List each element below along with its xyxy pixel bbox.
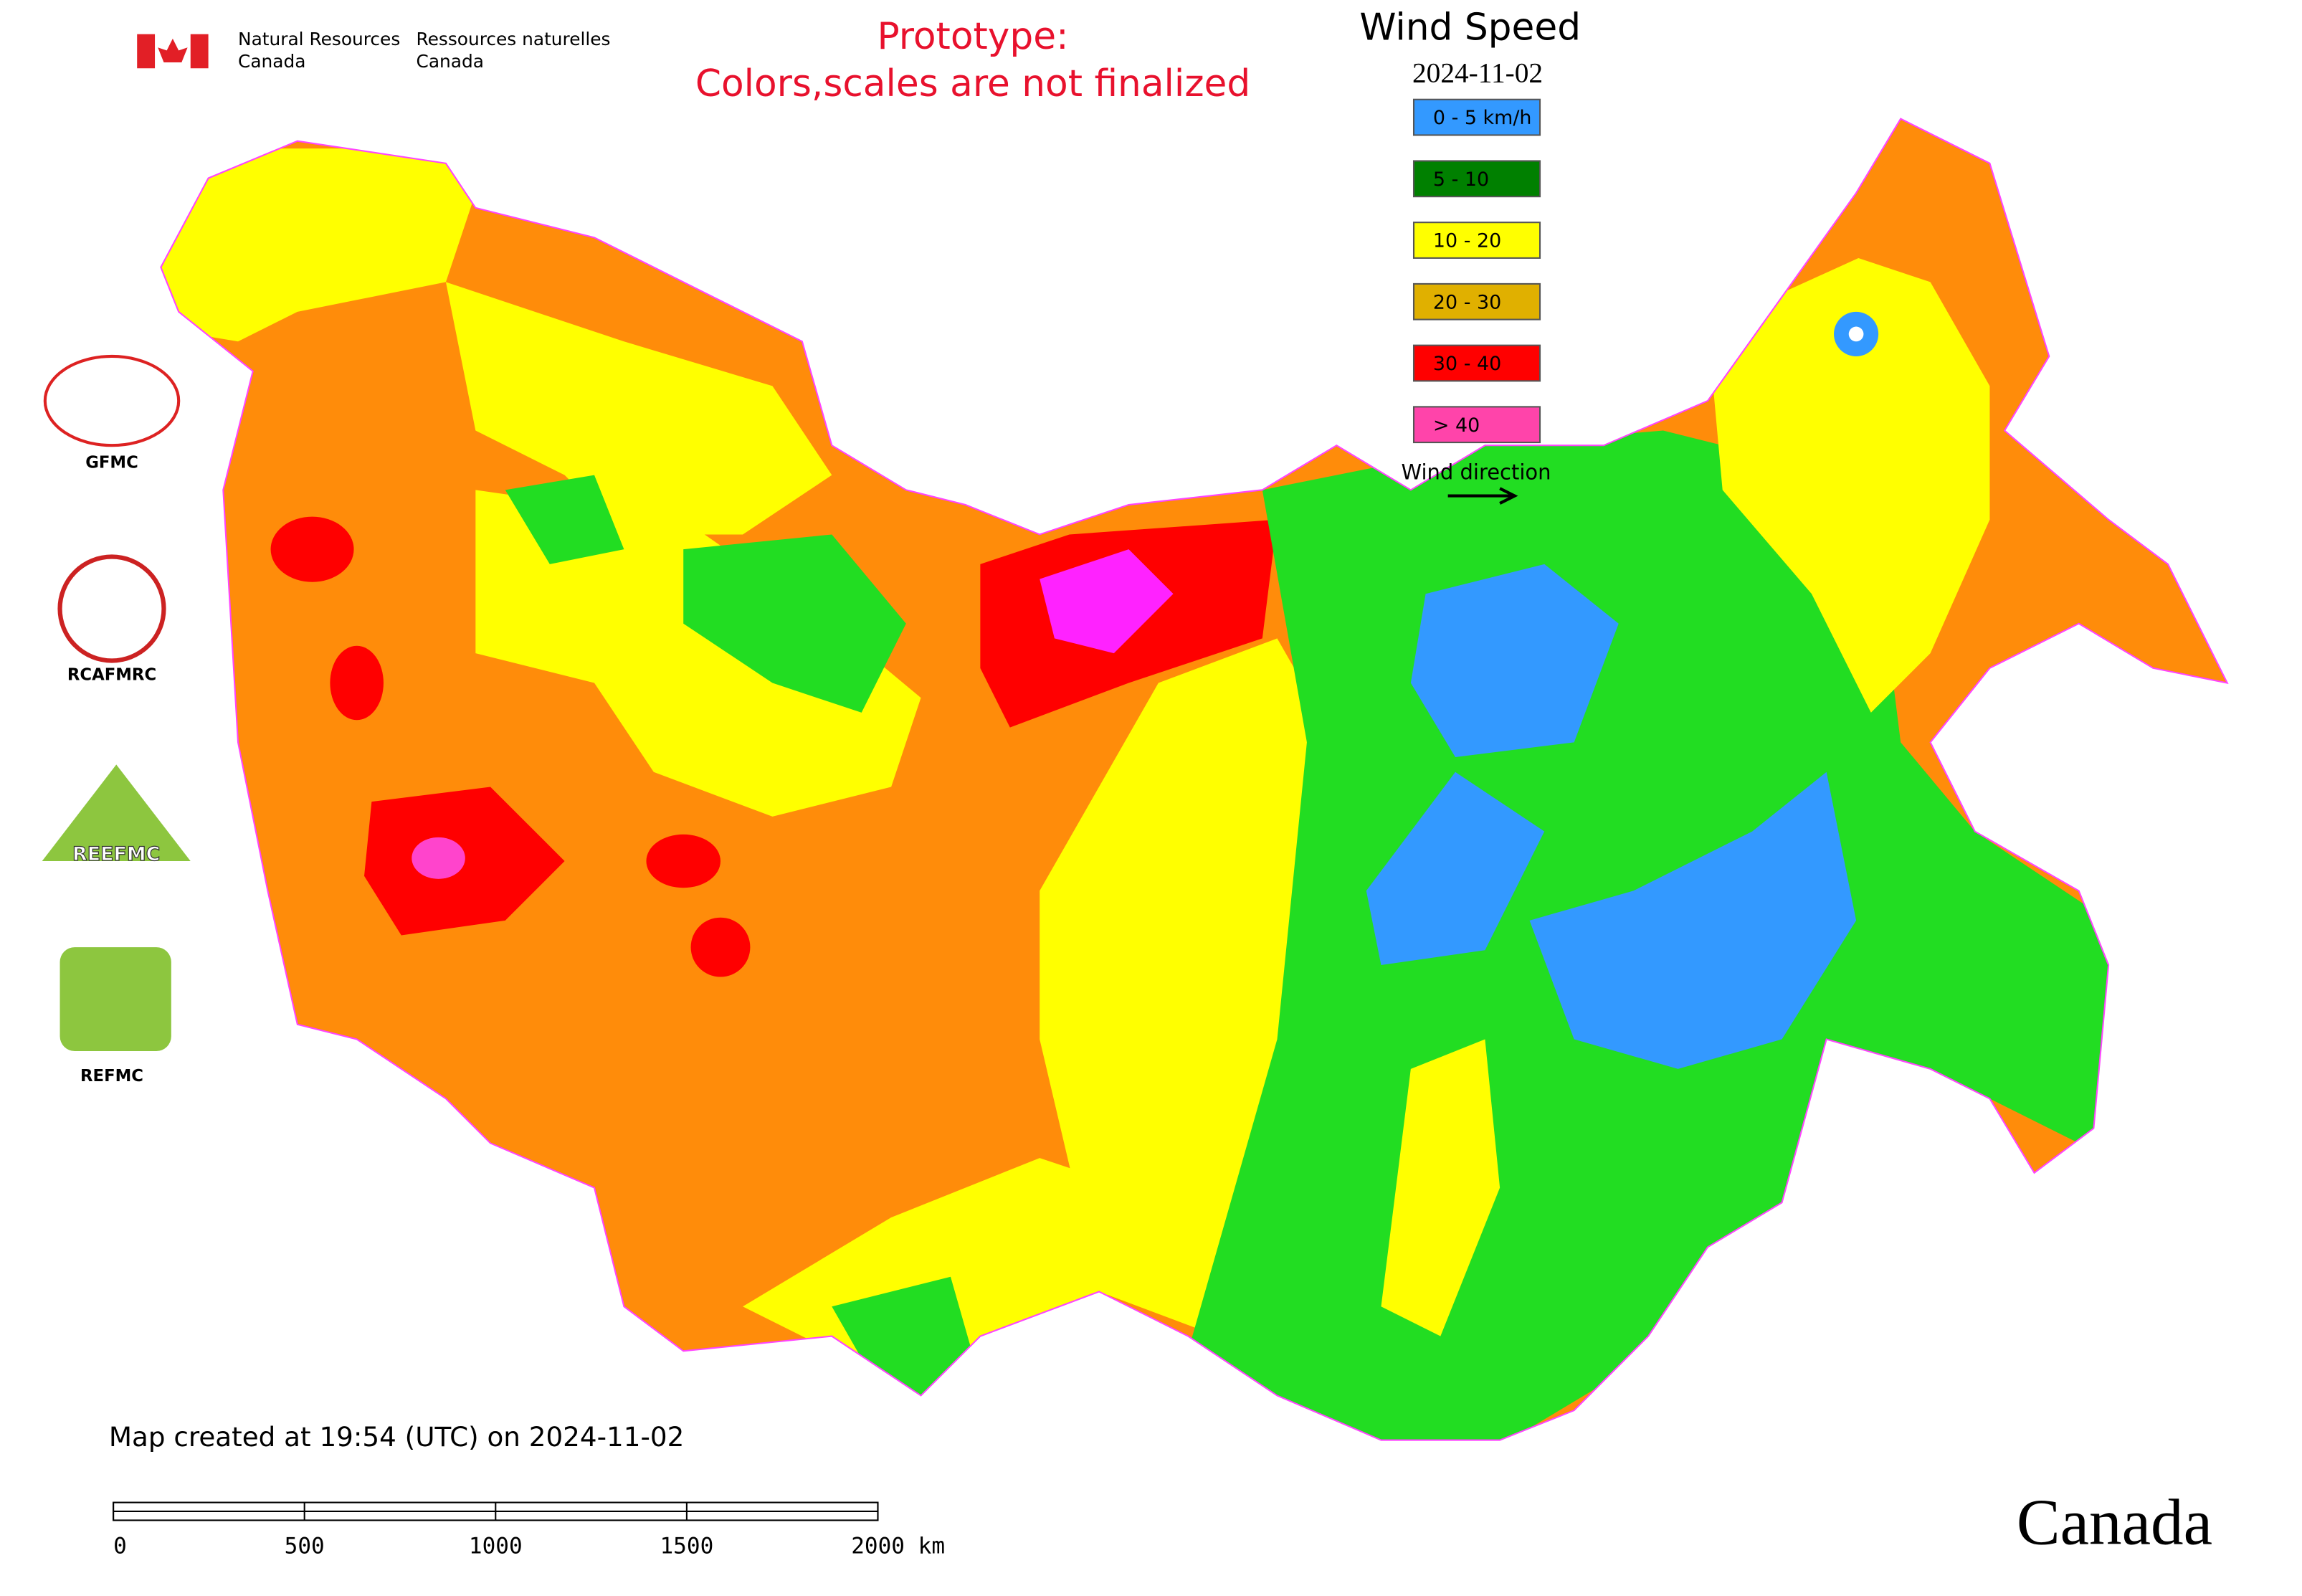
legend-swatch bbox=[1412, 344, 1541, 382]
legend-date: 2024-11-02 bbox=[1412, 57, 1543, 89]
scale-label: 1000 bbox=[469, 1534, 523, 1559]
wind-direction-label: Wind direction bbox=[1401, 460, 1551, 485]
legend-label: > 40 bbox=[1433, 414, 1480, 437]
agency-signature: Natural Resources Canada Ressources natu… bbox=[137, 29, 611, 72]
created-note: Map created at 19:54 (UTC) on 2024-11-02 bbox=[109, 1421, 684, 1453]
legend-label: 30 - 40 bbox=[1433, 353, 1501, 375]
legend-swatch bbox=[1412, 282, 1541, 320]
legend-label: 0 - 5 km/h bbox=[1433, 107, 1532, 129]
agency-fr: Canada bbox=[417, 51, 484, 72]
canada-wordmark: Canada bbox=[2017, 1486, 2212, 1559]
legend-swatch bbox=[1412, 406, 1541, 444]
logo-label: REEFMC bbox=[72, 843, 160, 865]
legend-swatch bbox=[1412, 222, 1541, 259]
logo-label: GFMC bbox=[85, 454, 138, 472]
legend-label: 20 - 30 bbox=[1433, 291, 1501, 313]
notice: Colors,scales are not finalized bbox=[695, 62, 1250, 105]
legend-swatch bbox=[1412, 160, 1541, 198]
legend-label: 10 - 20 bbox=[1433, 230, 1501, 252]
scale-label: 500 bbox=[285, 1534, 325, 1559]
legend-title: Wind Speed bbox=[1359, 6, 1581, 49]
notice: Prototype: bbox=[877, 15, 1068, 58]
wind-arrow bbox=[1447, 487, 1518, 505]
scale-label: 0 bbox=[113, 1534, 127, 1559]
logos: GFMC RCAFMRC REEFMC REFMC bbox=[42, 354, 191, 1086]
agency-fr: Ressources naturelles bbox=[417, 29, 611, 49]
scale-label: 2000 km bbox=[851, 1534, 945, 1559]
scale-label: 1500 bbox=[660, 1534, 713, 1559]
legend-label: 5 - 10 bbox=[1433, 168, 1489, 191]
legend: 0 - 5 km/h 5 - 10 10 - 20 20 - 30 30 - 40 > 4… bbox=[1412, 98, 1541, 444]
logo-label: RCAFMRC bbox=[67, 666, 156, 685]
scale-bar: 0 500 1000 1500 2000 km bbox=[113, 1501, 945, 1559]
agency-en: Canada bbox=[238, 51, 305, 72]
agency-en: Natural Resources bbox=[238, 29, 400, 49]
legend-swatch bbox=[1412, 98, 1541, 136]
logo-label: REFMC bbox=[80, 1067, 143, 1086]
